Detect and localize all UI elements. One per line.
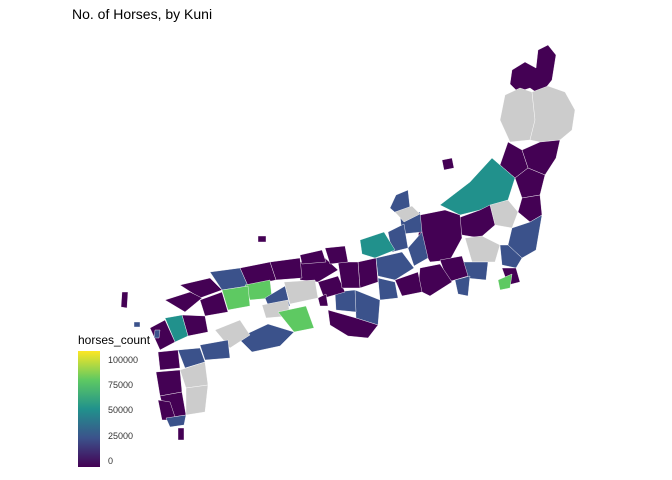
legend-tick-label: 25000 [108, 431, 134, 441]
region-hida [407, 231, 429, 267]
region-yamashiro [337, 261, 361, 289]
legend: horses_count 100000 75000 50000 25000 0 [78, 333, 168, 473]
region-tosa [237, 323, 295, 353]
legend-tick-label: 50000 [108, 405, 134, 415]
region-tango [299, 249, 327, 265]
region-mino [375, 251, 415, 281]
region-noto-grey [394, 205, 421, 223]
region-musashi [464, 235, 501, 263]
legend-tick [100, 360, 105, 361]
legend-colorbar [78, 351, 100, 467]
region-osumi [165, 414, 187, 428]
legend-title: horses_count [78, 333, 151, 347]
legend-tick [100, 461, 105, 462]
legend-tick [100, 385, 105, 386]
region-awa-shikoku [277, 305, 315, 333]
map-title: No. of Horses, by Kuni [72, 6, 213, 22]
region-yamato [334, 289, 357, 313]
region-omi [357, 257, 379, 289]
island-sado [441, 157, 455, 171]
island-tsushima [120, 291, 129, 309]
region-dewa-north [499, 87, 536, 143]
region-iwashiro [514, 167, 546, 199]
region-shimosa [499, 244, 523, 269]
region-suo [164, 314, 189, 343]
region-echigo [439, 157, 516, 216]
region-awa-boso [497, 273, 513, 291]
region-wakasa [324, 245, 349, 265]
region-bizen [221, 285, 251, 311]
region-hyuga [185, 384, 209, 416]
region-izu [454, 275, 471, 297]
region-kii [327, 309, 379, 339]
region-iwami [164, 291, 203, 313]
legend-tick-label: 75000 [108, 380, 134, 390]
region-settsu [317, 275, 346, 299]
region-mikawa [394, 271, 423, 297]
island-oki [257, 235, 267, 243]
legend-tick [100, 436, 105, 437]
region-bingo [199, 291, 229, 317]
island-iki [133, 321, 141, 328]
legend-tick-label: 100000 [108, 355, 139, 365]
legend-tick [100, 410, 105, 411]
region-chikuzen [157, 349, 181, 371]
region-nagato [149, 319, 176, 351]
region-awaji [317, 293, 329, 307]
region-echizen [359, 231, 396, 259]
legend-tick-label: 0 [108, 456, 114, 466]
region-owari [377, 277, 399, 301]
island-tanegashima [177, 427, 185, 441]
island-goto [153, 329, 161, 339]
region-mutsu-east [529, 85, 576, 143]
region-shikoku-west [199, 339, 231, 361]
region-kozuke [457, 204, 496, 239]
region-harima [283, 279, 319, 305]
